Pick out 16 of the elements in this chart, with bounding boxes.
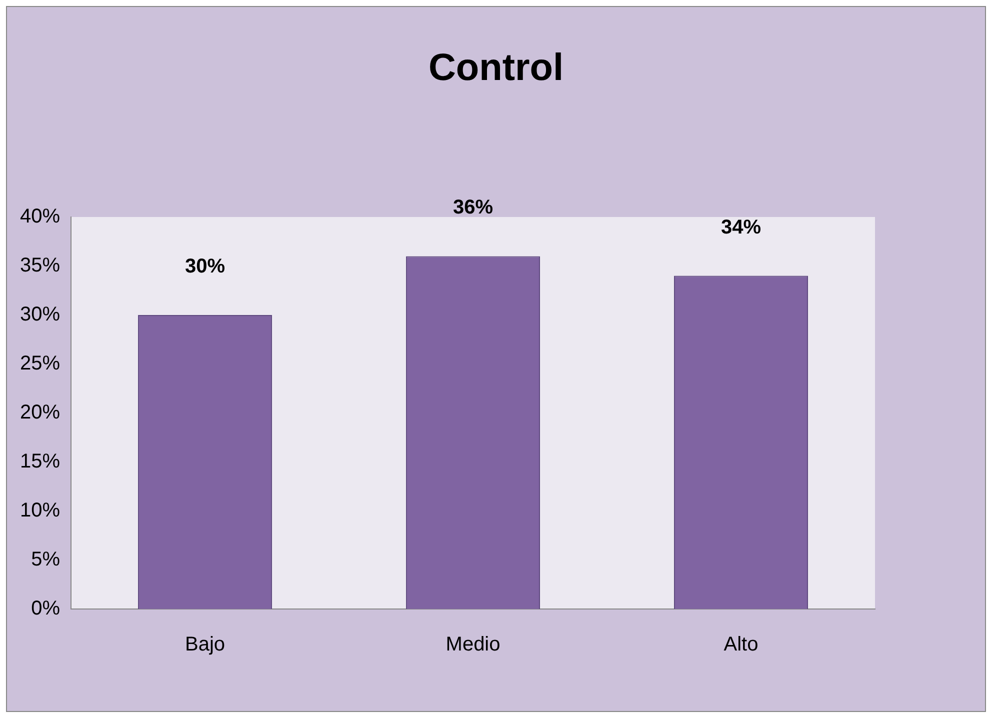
- data-label: 36%: [453, 196, 494, 219]
- y-tick-label: 30%: [20, 304, 60, 326]
- y-tick-label: 40%: [20, 206, 60, 228]
- y-tick-label: 15%: [20, 450, 60, 473]
- x-tick-label: Alto: [724, 634, 758, 656]
- y-tick-label: 10%: [20, 500, 60, 522]
- y-tick-label: 35%: [20, 254, 60, 277]
- x-tick-label: Medio: [446, 634, 500, 656]
- y-tick-label: 25%: [20, 352, 60, 375]
- y-tick-label: 5%: [31, 548, 60, 571]
- x-tick-label: Bajo: [185, 634, 226, 656]
- y-tick-label: 0%: [31, 598, 60, 620]
- chart-title: Control: [427, 47, 565, 90]
- data-label: 34%: [720, 216, 762, 238]
- y-tick-label: 20%: [20, 402, 60, 424]
- data-label: 30%: [185, 256, 226, 278]
